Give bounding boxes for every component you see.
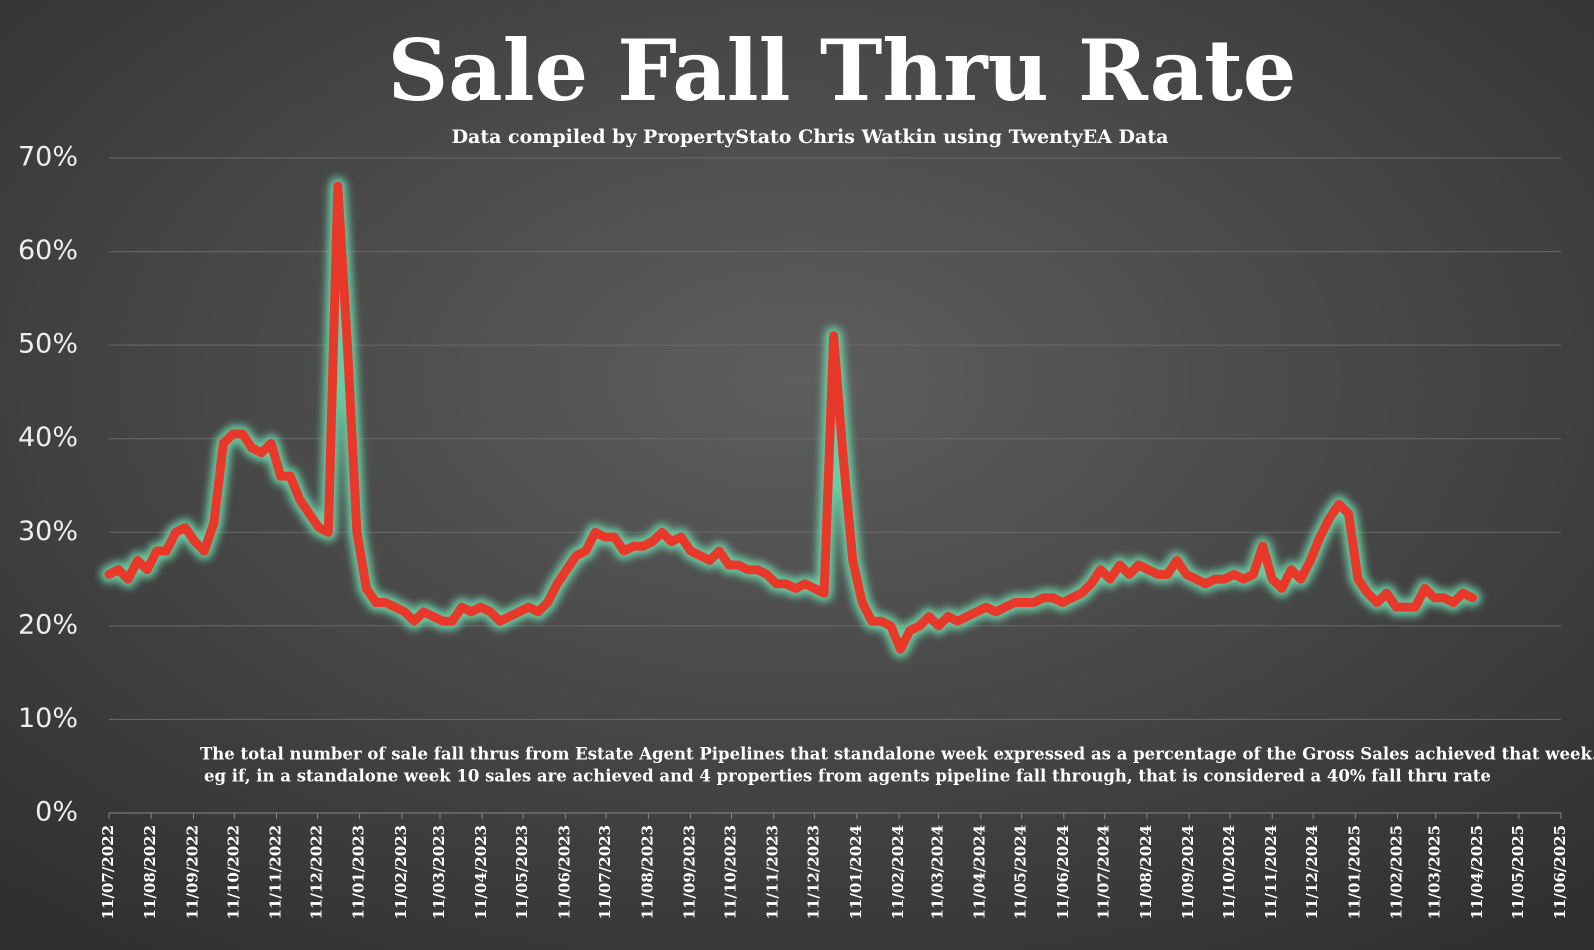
x-tick-label: 11/11/2023 bbox=[764, 825, 782, 919]
x-tick-label: 11/10/2022 bbox=[224, 825, 242, 919]
x-tick-label: 11/08/2022 bbox=[141, 825, 159, 919]
chart-title: Sale Fall Thru Rate bbox=[388, 21, 1297, 120]
x-tick-label: 11/01/2024 bbox=[847, 825, 865, 919]
x-tick-label: 11/08/2023 bbox=[638, 825, 656, 919]
x-tick-label: 11/07/2022 bbox=[99, 825, 117, 919]
y-tick-label: 0% bbox=[35, 797, 78, 828]
y-tick-label: 60% bbox=[18, 235, 78, 266]
y-tick-label: 10% bbox=[18, 703, 78, 734]
x-tick-label: 11/03/2025 bbox=[1426, 825, 1444, 919]
x-tick-label: 11/04/2024 bbox=[971, 825, 989, 919]
x-tick-label: 11/07/2024 bbox=[1095, 825, 1113, 919]
chart-subtitle: Data compiled by PropertyStato Chris Wat… bbox=[452, 126, 1169, 148]
x-tick-label: 11/08/2024 bbox=[1137, 825, 1155, 919]
annotation: eg if, in a standalone week 10 sales are… bbox=[204, 767, 1491, 786]
annotation: The total number of sale fall thrus from… bbox=[200, 745, 1594, 764]
x-tick-label: 11/01/2025 bbox=[1345, 825, 1363, 919]
x-tick-label: 11/09/2022 bbox=[183, 825, 201, 919]
x-tick-label: 11/02/2023 bbox=[392, 825, 410, 919]
x-tick-label: 11/04/2023 bbox=[472, 825, 490, 919]
x-tick-label: 11/06/2025 bbox=[1551, 825, 1569, 919]
x-tick-label: 11/06/2023 bbox=[555, 825, 573, 919]
x-tick-label: 11/05/2024 bbox=[1012, 825, 1030, 919]
y-tick-label: 50% bbox=[18, 329, 78, 360]
x-tick-label: 11/12/2022 bbox=[307, 825, 325, 919]
y-tick-label: 20% bbox=[18, 609, 78, 640]
x-tick-label: 11/10/2024 bbox=[1220, 825, 1238, 919]
x-tick-label: 11/01/2023 bbox=[350, 825, 368, 919]
y-tick-label: 40% bbox=[18, 422, 78, 453]
x-tick-label: 11/11/2022 bbox=[267, 825, 285, 919]
y-tick-label: 30% bbox=[18, 516, 78, 547]
x-tick-label: 11/09/2023 bbox=[681, 825, 699, 919]
x-tick-label: 11/12/2024 bbox=[1303, 825, 1321, 919]
x-tick-label: 11/06/2024 bbox=[1054, 825, 1072, 919]
x-tick-label: 11/05/2023 bbox=[513, 825, 531, 919]
x-tick-label: 11/09/2024 bbox=[1179, 825, 1197, 919]
x-tick-label: 11/05/2025 bbox=[1509, 825, 1527, 919]
line bbox=[104, 181, 1477, 654]
x-tick-label: 11/12/2023 bbox=[805, 825, 823, 919]
x-tick-label: 11/02/2025 bbox=[1388, 825, 1406, 919]
x-tick-label: 11/03/2024 bbox=[929, 825, 947, 919]
x-tick-label: 11/10/2023 bbox=[721, 825, 739, 919]
x-tick-label: 11/04/2025 bbox=[1468, 825, 1486, 919]
x-tick-label: 11/07/2023 bbox=[596, 825, 614, 919]
x-tick-label: 11/02/2024 bbox=[889, 825, 907, 919]
x-tick-label: 11/03/2023 bbox=[430, 825, 448, 919]
y-tick-label: 70% bbox=[18, 142, 78, 173]
x-tick-label: 11/11/2024 bbox=[1262, 825, 1280, 919]
